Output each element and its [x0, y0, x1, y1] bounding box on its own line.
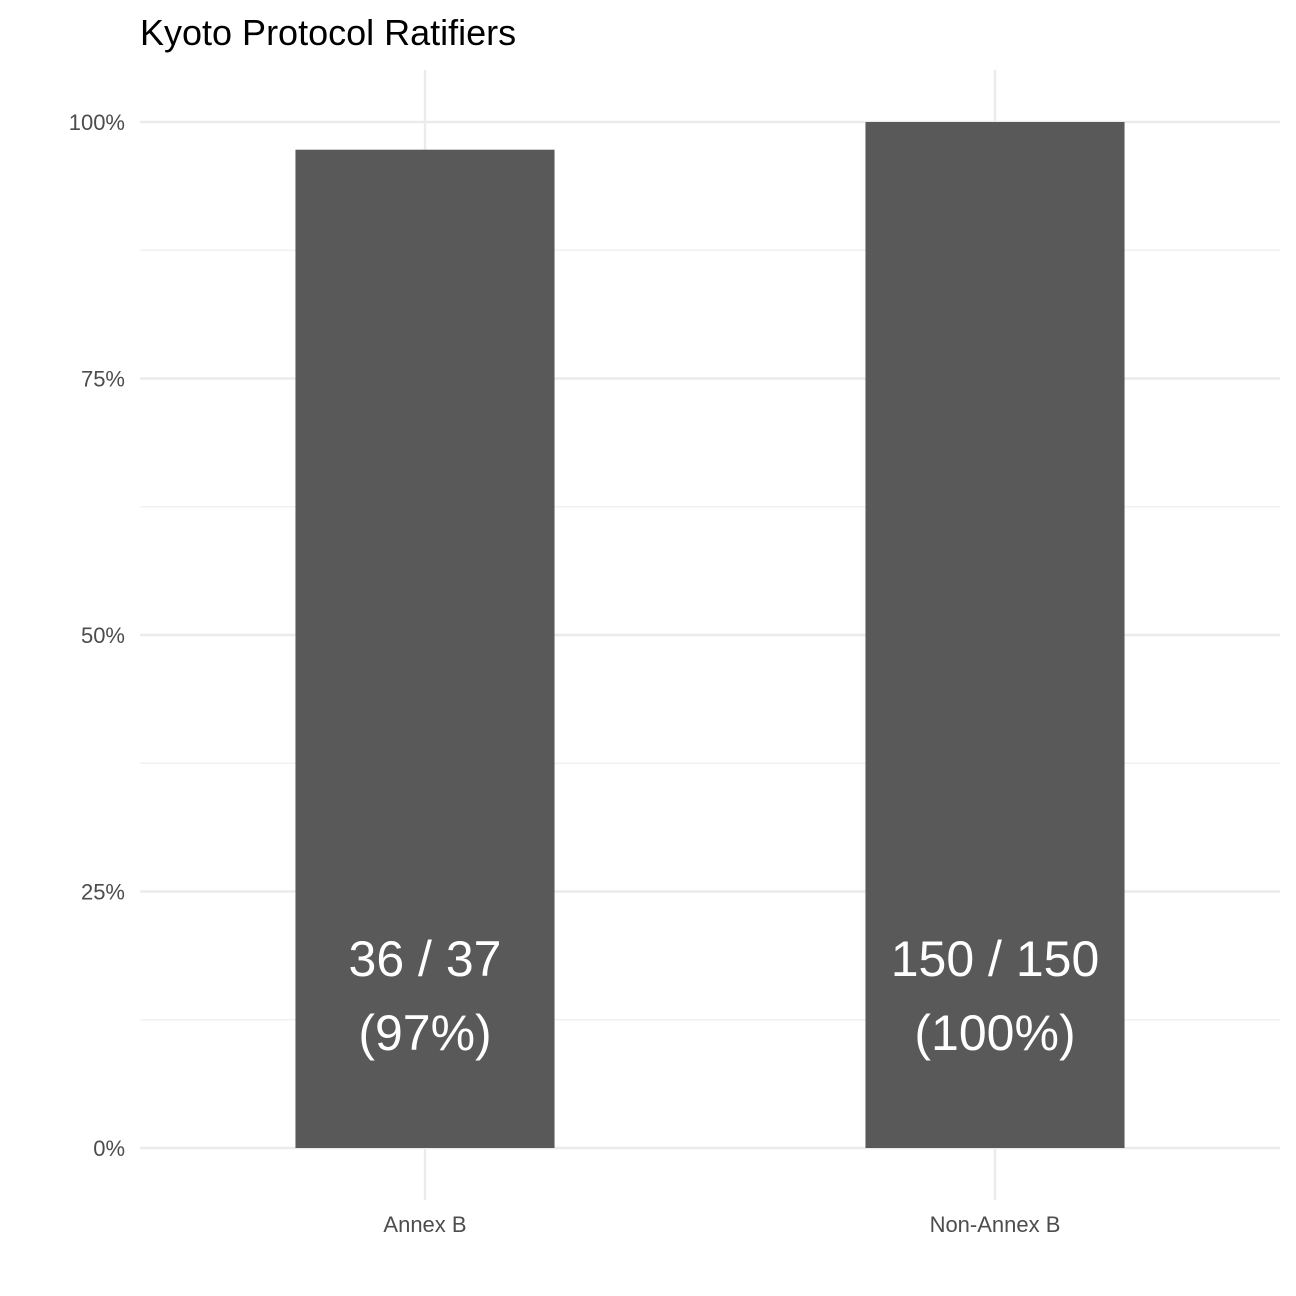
y-tick-label: 50% [81, 623, 125, 648]
bar-data-label: 150 / 150 (100%) [891, 931, 1100, 1061]
y-tick-label: 25% [81, 880, 125, 905]
y-axis: 0% 25% 50% 75% 100% [69, 110, 125, 1161]
x-axis: Annex B Non-Annex B [383, 1212, 1060, 1237]
bar-non-annex-b [865, 122, 1125, 1148]
chart-title: Kyoto Protocol Ratifiers [140, 12, 516, 53]
bars [295, 122, 1125, 1148]
bar-data-label: 36 / 37 (97%) [349, 931, 502, 1061]
bar-data-label-line: 36 / 37 [349, 931, 502, 987]
bar-annex-b [295, 149, 555, 1148]
y-tick-label: 0% [93, 1136, 125, 1161]
bar-data-label-line: (100%) [914, 1005, 1075, 1061]
y-tick-label: 100% [69, 110, 125, 135]
x-tick-label: Non-Annex B [930, 1212, 1061, 1237]
bar-data-label-line: 150 / 150 [891, 931, 1100, 987]
x-tick-label: Annex B [383, 1212, 466, 1237]
y-tick-label: 75% [81, 367, 125, 392]
bar-data-label-line: (97%) [358, 1005, 491, 1061]
bar-labels: 36 / 37 (97%) 150 / 150 (100%) [349, 931, 1100, 1061]
